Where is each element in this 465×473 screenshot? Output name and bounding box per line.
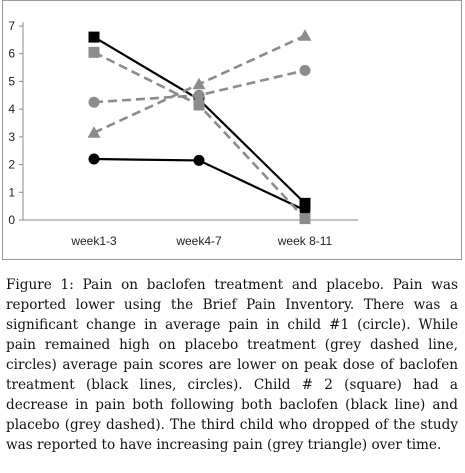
data-point xyxy=(193,154,205,166)
series-markers xyxy=(87,29,312,225)
data-point xyxy=(299,64,311,76)
line-chart: 0 1 2 3 4 5 6 7 week1-3 week4-7 week 8-11 xyxy=(8,19,358,248)
caption-text: Pain on baclofen treatment and placebo. … xyxy=(6,277,458,453)
caption-label: Figure 1: xyxy=(6,277,74,293)
data-point xyxy=(87,126,101,138)
data-point xyxy=(299,197,311,209)
data-point xyxy=(88,153,100,165)
y-tick-label: 2 xyxy=(8,158,15,172)
series-line xyxy=(93,51,306,220)
y-tick-label: 0 xyxy=(8,213,15,227)
figure-caption: Figure 1: Pain on baclofen treatment and… xyxy=(6,275,458,455)
data-point xyxy=(299,213,311,225)
y-tick-label: 7 xyxy=(8,19,15,33)
data-point xyxy=(192,77,206,90)
axes: 0 1 2 3 4 5 6 7 week1-3 week4-7 week 8-11 xyxy=(8,19,358,248)
data-point xyxy=(193,89,205,101)
y-tick-label: 6 xyxy=(8,47,15,61)
data-point xyxy=(88,31,100,43)
data-point xyxy=(298,29,312,41)
data-point xyxy=(88,96,100,108)
x-tick-label: week4-7 xyxy=(175,234,222,248)
y-tick-label: 1 xyxy=(8,185,15,199)
y-tick-label: 3 xyxy=(8,130,15,144)
data-point xyxy=(193,99,205,111)
x-tick-label: week 8-11 xyxy=(277,234,333,248)
x-tick-label: week1-3 xyxy=(70,234,117,248)
chart-frame: 0 1 2 3 4 5 6 7 week1-3 week4-7 week 8-11 xyxy=(2,0,462,260)
y-tick-label: 4 xyxy=(8,102,15,116)
series-lines xyxy=(93,34,306,220)
data-point xyxy=(88,46,100,58)
series-line xyxy=(93,36,306,205)
y-tick-label: 5 xyxy=(8,74,15,88)
